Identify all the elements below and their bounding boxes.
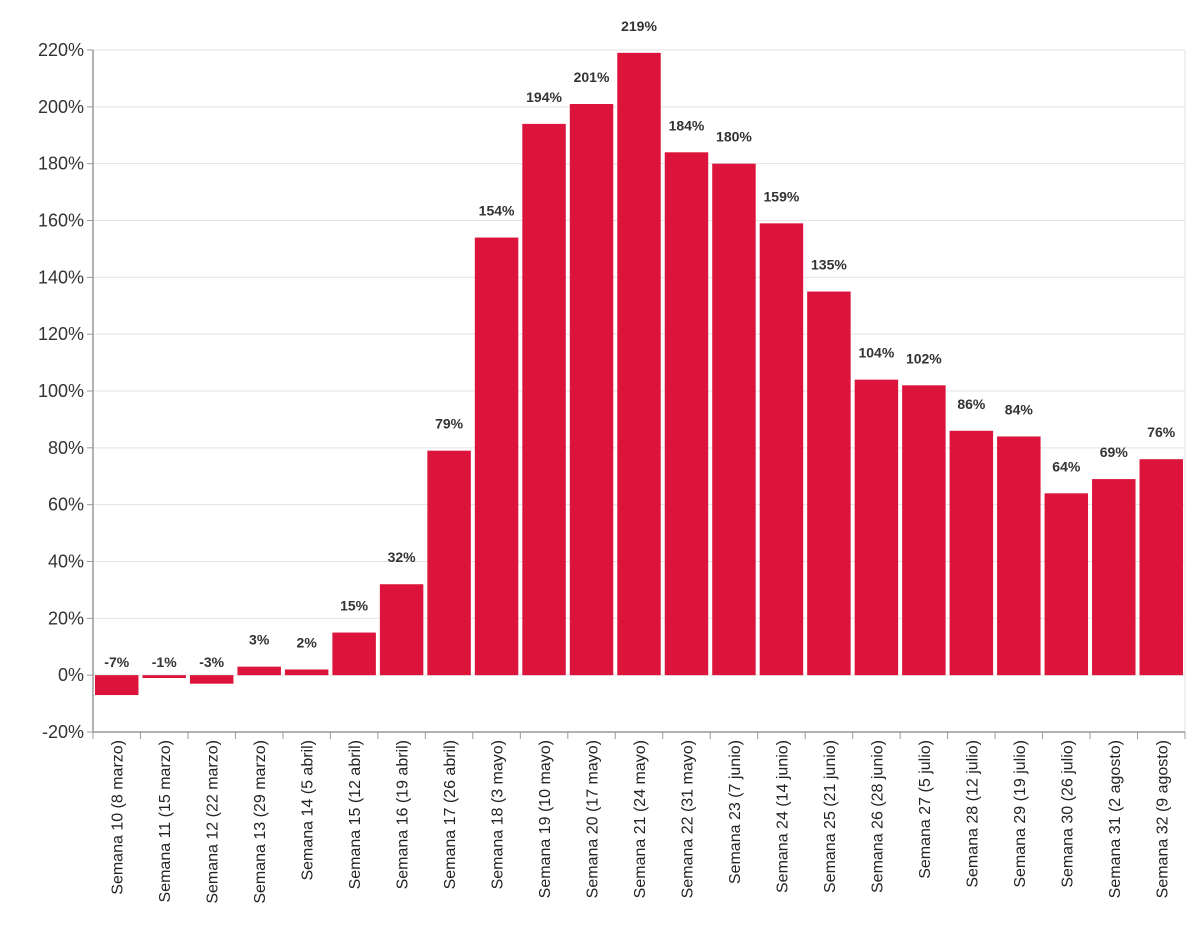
- x-tick-label: Semana 28 (12 julio): [964, 740, 981, 888]
- y-tick-label: 100%: [38, 381, 84, 401]
- x-tick-label: Semana 32 (9 agosto): [1154, 740, 1171, 898]
- x-tick-label: Semana 29 (19 julio): [1012, 740, 1029, 888]
- x-tick-label: Semana 21 (24 mayo): [632, 740, 649, 898]
- x-tick-label: Semana 18 (3 mayo): [490, 740, 507, 889]
- data-label: 135%: [811, 257, 847, 273]
- bar: [759, 223, 804, 676]
- bars: [95, 52, 1183, 696]
- x-tick-label: Semana 24 (14 junio): [774, 740, 791, 893]
- x-tick-label: Semana 22 (31 mayo): [679, 740, 696, 898]
- x-tick-label: Semana 10 (8 marzo): [110, 740, 127, 895]
- bar: [522, 123, 566, 676]
- bar: [949, 430, 994, 676]
- data-label: 104%: [858, 345, 894, 361]
- bar: [712, 163, 756, 676]
- data-label: 201%: [574, 69, 610, 85]
- data-label: 194%: [526, 89, 562, 105]
- data-label: -1%: [152, 654, 177, 670]
- y-tick-label: 140%: [38, 267, 84, 287]
- data-label: 84%: [1005, 401, 1034, 417]
- y-tick-label: 120%: [38, 324, 84, 344]
- bar: [189, 675, 234, 684]
- bar: [854, 379, 899, 676]
- data-label: 15%: [340, 598, 369, 614]
- data-label: 79%: [435, 416, 464, 432]
- x-tick-label: Semana 23 (7 junio): [727, 740, 744, 884]
- bar: [664, 152, 709, 676]
- bar: [379, 584, 424, 676]
- data-label: 69%: [1100, 444, 1129, 460]
- x-tick-label: Semana 11 (15 marzo): [157, 740, 174, 902]
- x-tick-label: Semana 19 (10 mayo): [537, 740, 554, 898]
- x-tick-label: Semana 14 (5 abril): [300, 740, 317, 881]
- bar: [95, 675, 139, 696]
- data-label: 2%: [297, 634, 318, 650]
- data-label: 86%: [957, 396, 986, 412]
- bar: [617, 52, 661, 676]
- data-label: 184%: [669, 117, 705, 133]
- bar: [332, 632, 376, 676]
- x-tick-label: Semana 12 (22 marzo): [205, 740, 222, 904]
- bar: [284, 669, 329, 676]
- x-tick-label: Semana 27 (5 julio): [917, 740, 934, 879]
- data-label: 64%: [1052, 458, 1081, 474]
- x-tick-label: Semana 17 (26 abril): [442, 740, 459, 889]
- x-tick-label: Semana 16 (19 abril): [395, 740, 412, 889]
- y-tick-label: 160%: [38, 211, 84, 231]
- y-tick-label: 60%: [48, 495, 84, 515]
- x-tick-label: Semana 25 (21 junio): [822, 740, 839, 893]
- data-label: 76%: [1147, 424, 1176, 440]
- y-tick-label: 180%: [38, 154, 84, 174]
- data-label: 3%: [249, 632, 270, 648]
- data-label: 154%: [479, 203, 515, 219]
- y-tick-label: 200%: [38, 97, 84, 117]
- data-label: 102%: [906, 350, 942, 366]
- bar: [427, 450, 471, 676]
- bar: [474, 237, 519, 676]
- y-tick-label: 220%: [38, 40, 84, 60]
- x-tick-label: Semana 13 (29 marzo): [252, 740, 269, 904]
- bar: [997, 436, 1041, 676]
- axes: -20% 0% 20% 40% 60% 80% 100% 120% 140% 160% 180% 20…: [38, 40, 1186, 904]
- x-tick-label: Semana 31 (2 agosto): [1107, 740, 1124, 898]
- data-label: -3%: [199, 654, 224, 670]
- data-label: 159%: [764, 188, 800, 204]
- bar: [902, 385, 946, 676]
- bar: [1044, 493, 1089, 676]
- bar: [569, 103, 614, 676]
- data-label: -7%: [104, 654, 129, 670]
- bar: [807, 291, 851, 676]
- x-tick-label: Semana 15 (12 abril): [347, 740, 364, 889]
- y-tick-label: 80%: [48, 438, 84, 458]
- y-tick-label: 40%: [48, 552, 84, 572]
- y-tick-label: 0%: [58, 665, 84, 685]
- bar: [1139, 459, 1183, 676]
- bar: [142, 675, 186, 679]
- data-label: 219%: [621, 18, 657, 34]
- bar: [1092, 479, 1136, 676]
- y-tick-label: -20%: [42, 722, 84, 742]
- y-tick-label: 20%: [48, 608, 84, 628]
- x-tick-label: Semana 26 (28 junio): [869, 740, 886, 893]
- x-tick-label: Semana 30 (26 julio): [1059, 740, 1076, 888]
- data-label: 180%: [716, 129, 752, 145]
- x-tick-label: Semana 20 (17 mayo): [585, 740, 602, 898]
- data-label: 32%: [388, 549, 417, 565]
- bar: [237, 666, 281, 676]
- data-labels: -7% -1% -3% 3% 2% 15% 32% 79% 154% 194% 201% 219% 18…: [104, 18, 1176, 670]
